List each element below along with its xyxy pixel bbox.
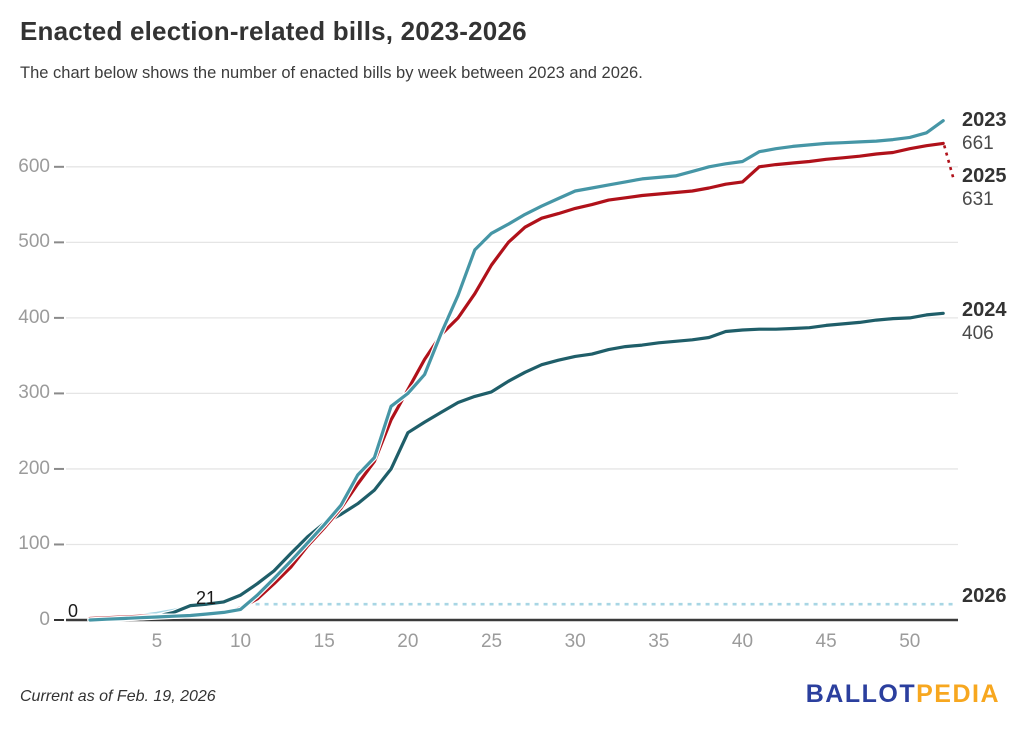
- y-axis-tick-label: 0: [39, 609, 50, 630]
- logo-text-ballot: BALLOT: [805, 680, 917, 708]
- series-year: 2025: [962, 165, 1007, 187]
- series-year: 2026: [962, 585, 1007, 607]
- x-axis-tick-label: 35: [648, 631, 670, 652]
- series-label-2024: 2024 406: [962, 299, 1007, 345]
- page-title: Enacted election-related bills, 2023-202…: [20, 16, 527, 46]
- x-axis-tick-label: 45: [815, 631, 837, 652]
- y-axis-tick-label: 200: [18, 457, 50, 479]
- x-axis-tick-label: 50: [899, 631, 921, 652]
- x-axis-tick-label: 25: [480, 631, 503, 652]
- x-axis-tick-label: 15: [313, 631, 335, 652]
- series-year: 2023: [962, 109, 1007, 131]
- chart-subtitle: The chart below shows the number of enac…: [20, 64, 643, 82]
- y-axis-tick-label: 300: [18, 382, 50, 404]
- y-axis-tick-label: 500: [18, 231, 50, 253]
- current-as-of-note: Current as of Feb. 19, 2026: [20, 688, 216, 705]
- x-axis-tick-label: 40: [731, 631, 754, 652]
- ballotpedia-logo: BALLOTPEDIA: [806, 680, 1000, 709]
- logo-text-pedia: PEDIA: [916, 680, 1000, 708]
- y-axis-tick-label: 100: [18, 533, 50, 555]
- x-axis-tick-label: 20: [397, 631, 419, 652]
- series-year: 2024: [962, 299, 1007, 321]
- series-value: 661: [962, 133, 994, 154]
- x-axis-tick-label: 10: [229, 631, 252, 652]
- y-axis-tick-label: 400: [18, 306, 50, 328]
- annotation-2026-current: 21: [196, 588, 217, 608]
- annotation-start-zero: 0: [68, 601, 79, 621]
- series-label-2026: 2026: [962, 585, 1007, 608]
- series-value: 406: [962, 323, 994, 344]
- x-axis-tick-label: 30: [564, 631, 586, 652]
- series-label-2025: 2025 631: [962, 165, 1007, 211]
- series-label-2023: 2023 661: [962, 109, 1007, 155]
- series-value: 631: [962, 189, 994, 210]
- x-axis-tick-label: 5: [151, 631, 163, 652]
- y-axis-tick-label: 600: [18, 155, 50, 177]
